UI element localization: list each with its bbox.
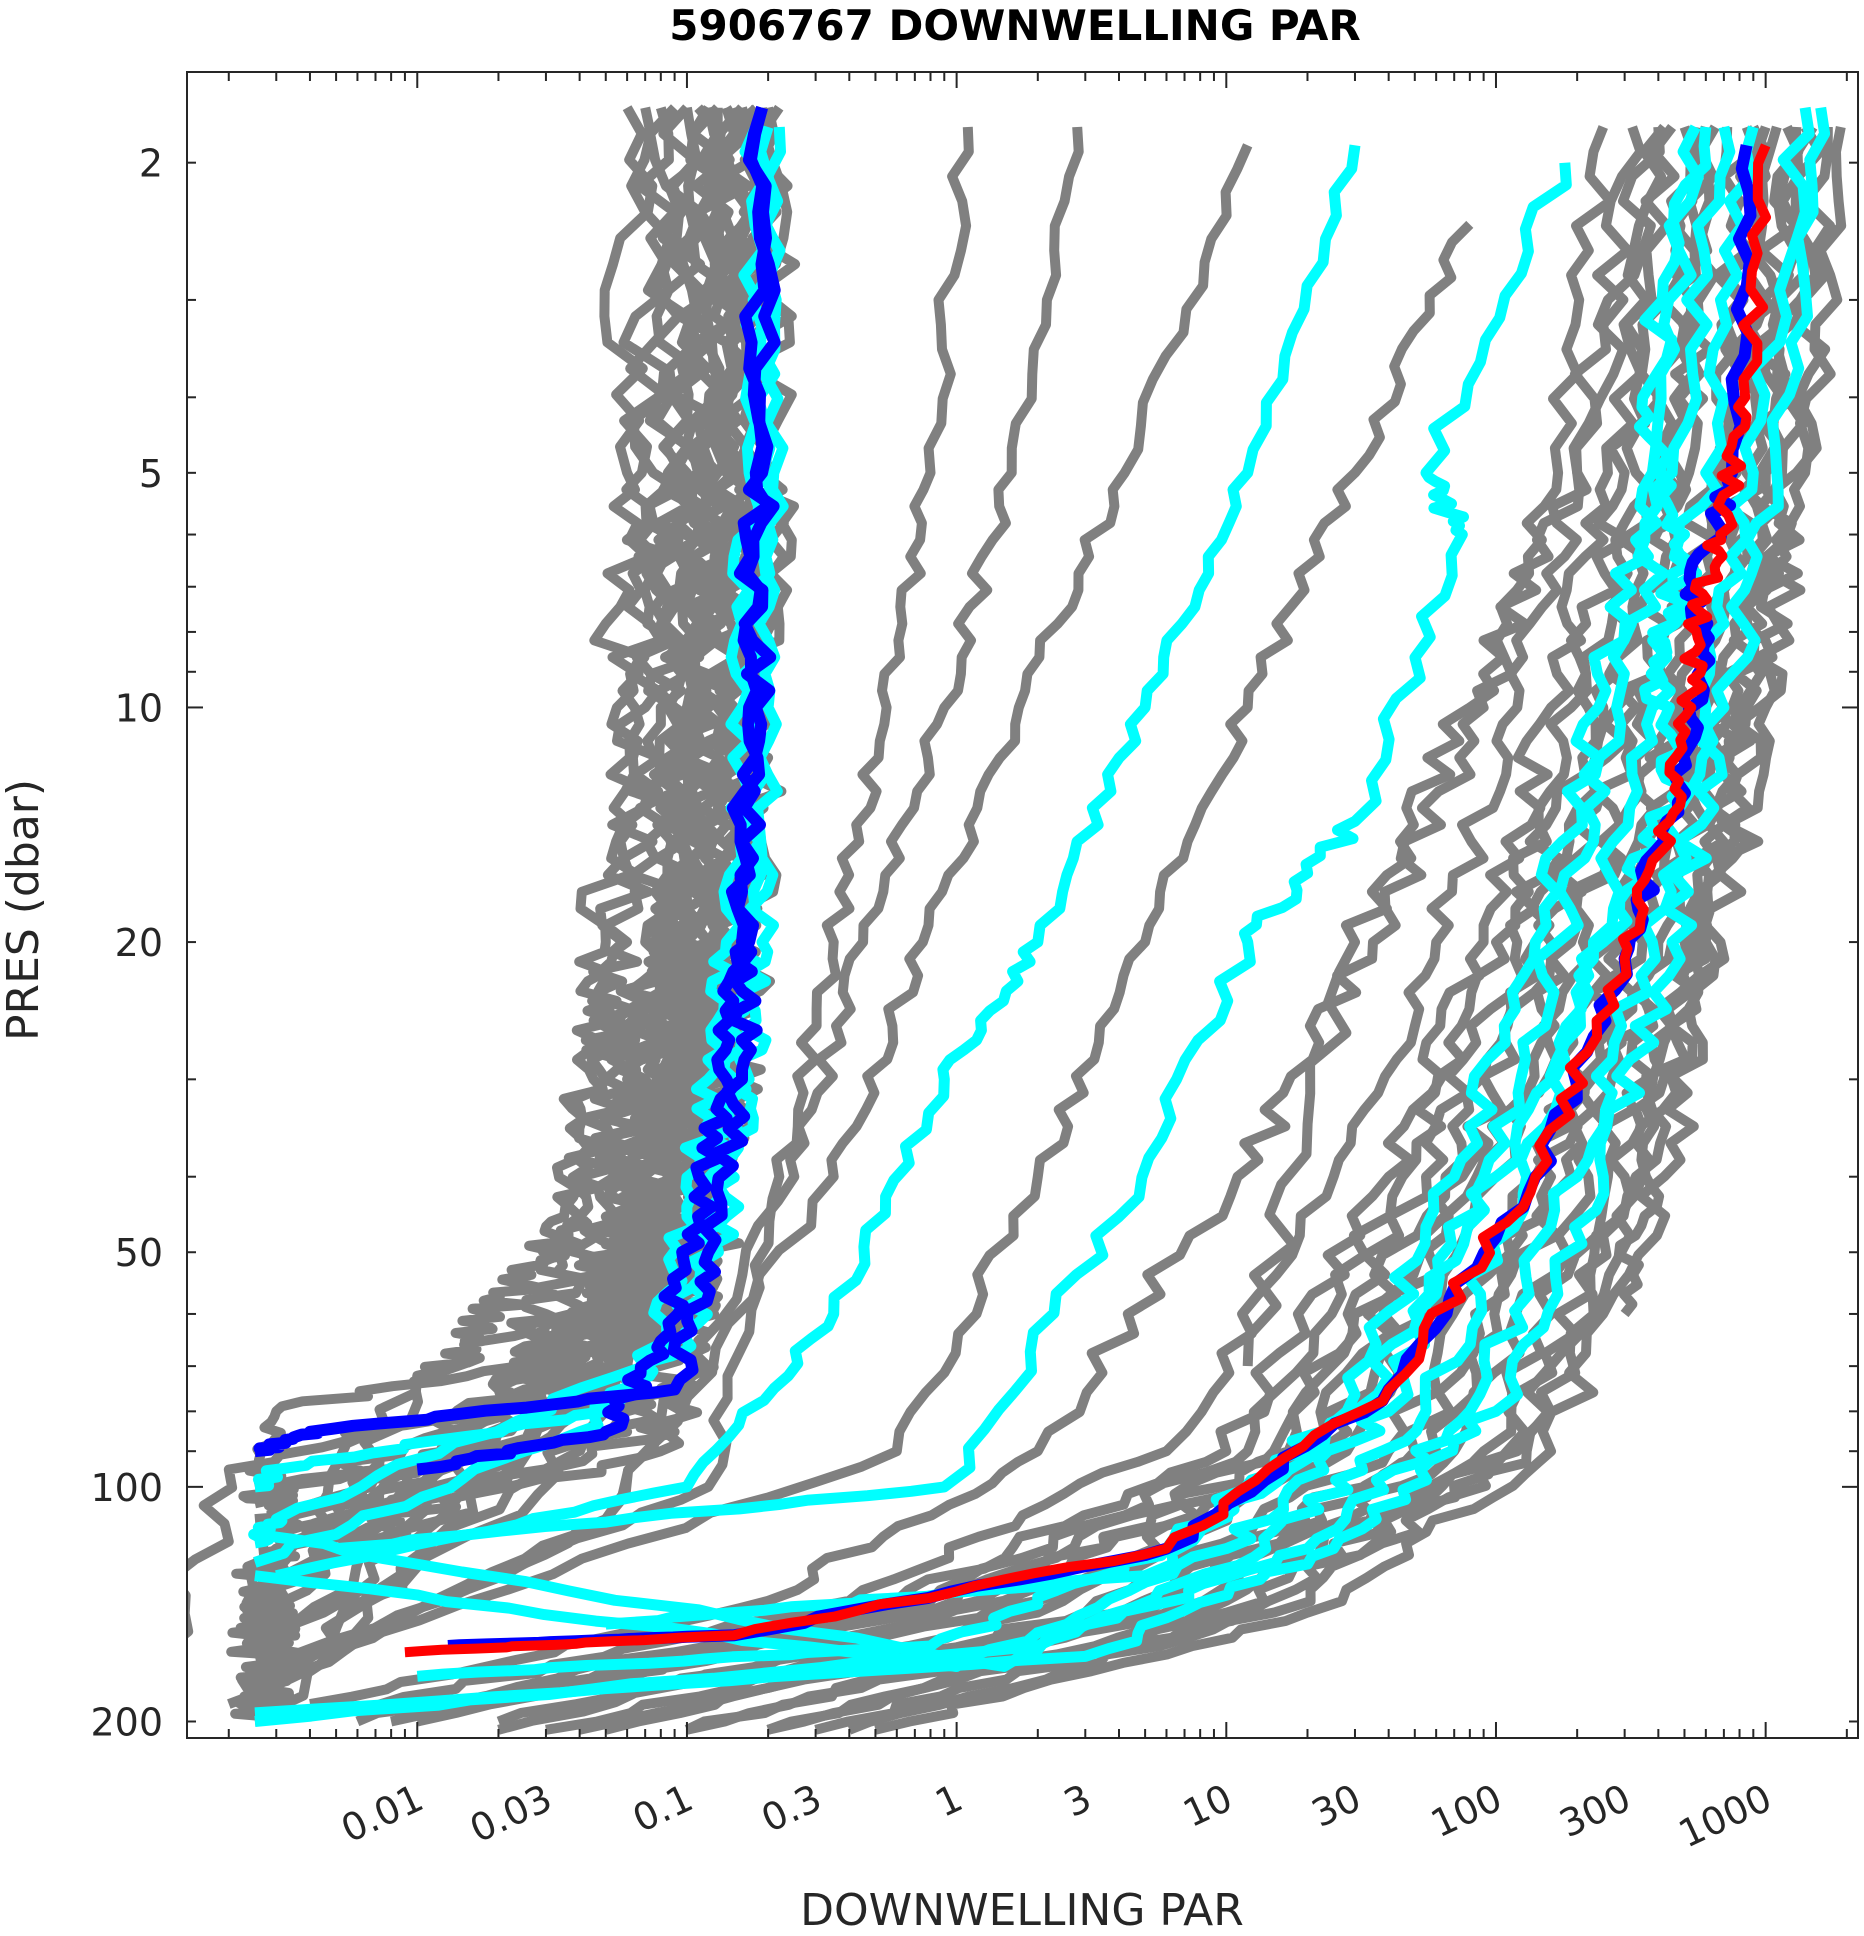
profile-line-history-11 — [273, 126, 974, 1671]
plot-frame — [186, 71, 1859, 1739]
x-tick-label: 100 — [1424, 1776, 1508, 1847]
y-tick-label: 2 — [139, 142, 163, 186]
series-layer — [187, 104, 1847, 1735]
profile-line-cyan-47 — [275, 144, 1361, 1582]
x-tick-label: 10 — [1176, 1776, 1238, 1836]
x-tick-label: 1000 — [1672, 1776, 1778, 1857]
x-axis-label: DOWNWELLING PAR — [800, 1885, 1244, 1936]
profile-line-history-24 — [847, 127, 1836, 1735]
y-tick-label: 100 — [90, 1466, 163, 1510]
profile-line-red-59 — [404, 143, 1771, 1658]
profile-line-cyan-55 — [416, 124, 1704, 1682]
y-tick-label: 20 — [115, 921, 163, 965]
profile-line-history-14 — [335, 125, 1646, 1718]
y-tick-label: 50 — [115, 1231, 163, 1275]
profile-line-history-30 — [390, 123, 1680, 1727]
y-tick-label: 10 — [115, 686, 163, 730]
profile-line-cyan-51 — [254, 106, 1831, 1719]
x-tick-label: 0.01 — [335, 1776, 430, 1852]
x-tick-label: 0.1 — [626, 1776, 699, 1841]
x-tick-label: 30 — [1305, 1776, 1367, 1836]
x-tick-label: 3 — [1057, 1776, 1098, 1826]
profile-line-blue-57 — [416, 105, 775, 1476]
x-tick-label: 0.03 — [463, 1776, 558, 1852]
profile-line-cyan-54 — [248, 124, 773, 1549]
x-tick-label: 1 — [929, 1776, 970, 1826]
y-tick-label: 5 — [139, 452, 163, 496]
profile-line-history-15 — [355, 123, 1668, 1727]
tick-layer — [187, 72, 1858, 1738]
x-tick-label: 0.3 — [755, 1776, 828, 1841]
profile-line-history-38 — [250, 106, 675, 1614]
profile-line-cyan-49 — [605, 126, 1712, 1630]
chart-title: 5906767 DOWNWELLING PAR — [669, 1, 1360, 50]
profile-line-history-23 — [874, 126, 1847, 1735]
profile-line-history-32 — [1242, 126, 1665, 1367]
profile-line-cyan-48 — [335, 162, 1572, 1555]
profile-line-history-12 — [274, 220, 1474, 1672]
profile-line-cyan-53 — [254, 125, 1759, 1672]
y-axis-label: PRES (dbar) — [0, 779, 49, 1041]
profile-line-history-44 — [252, 107, 743, 1723]
x-tick-label: 300 — [1553, 1776, 1637, 1847]
y-tick-label: 200 — [90, 1700, 163, 1744]
